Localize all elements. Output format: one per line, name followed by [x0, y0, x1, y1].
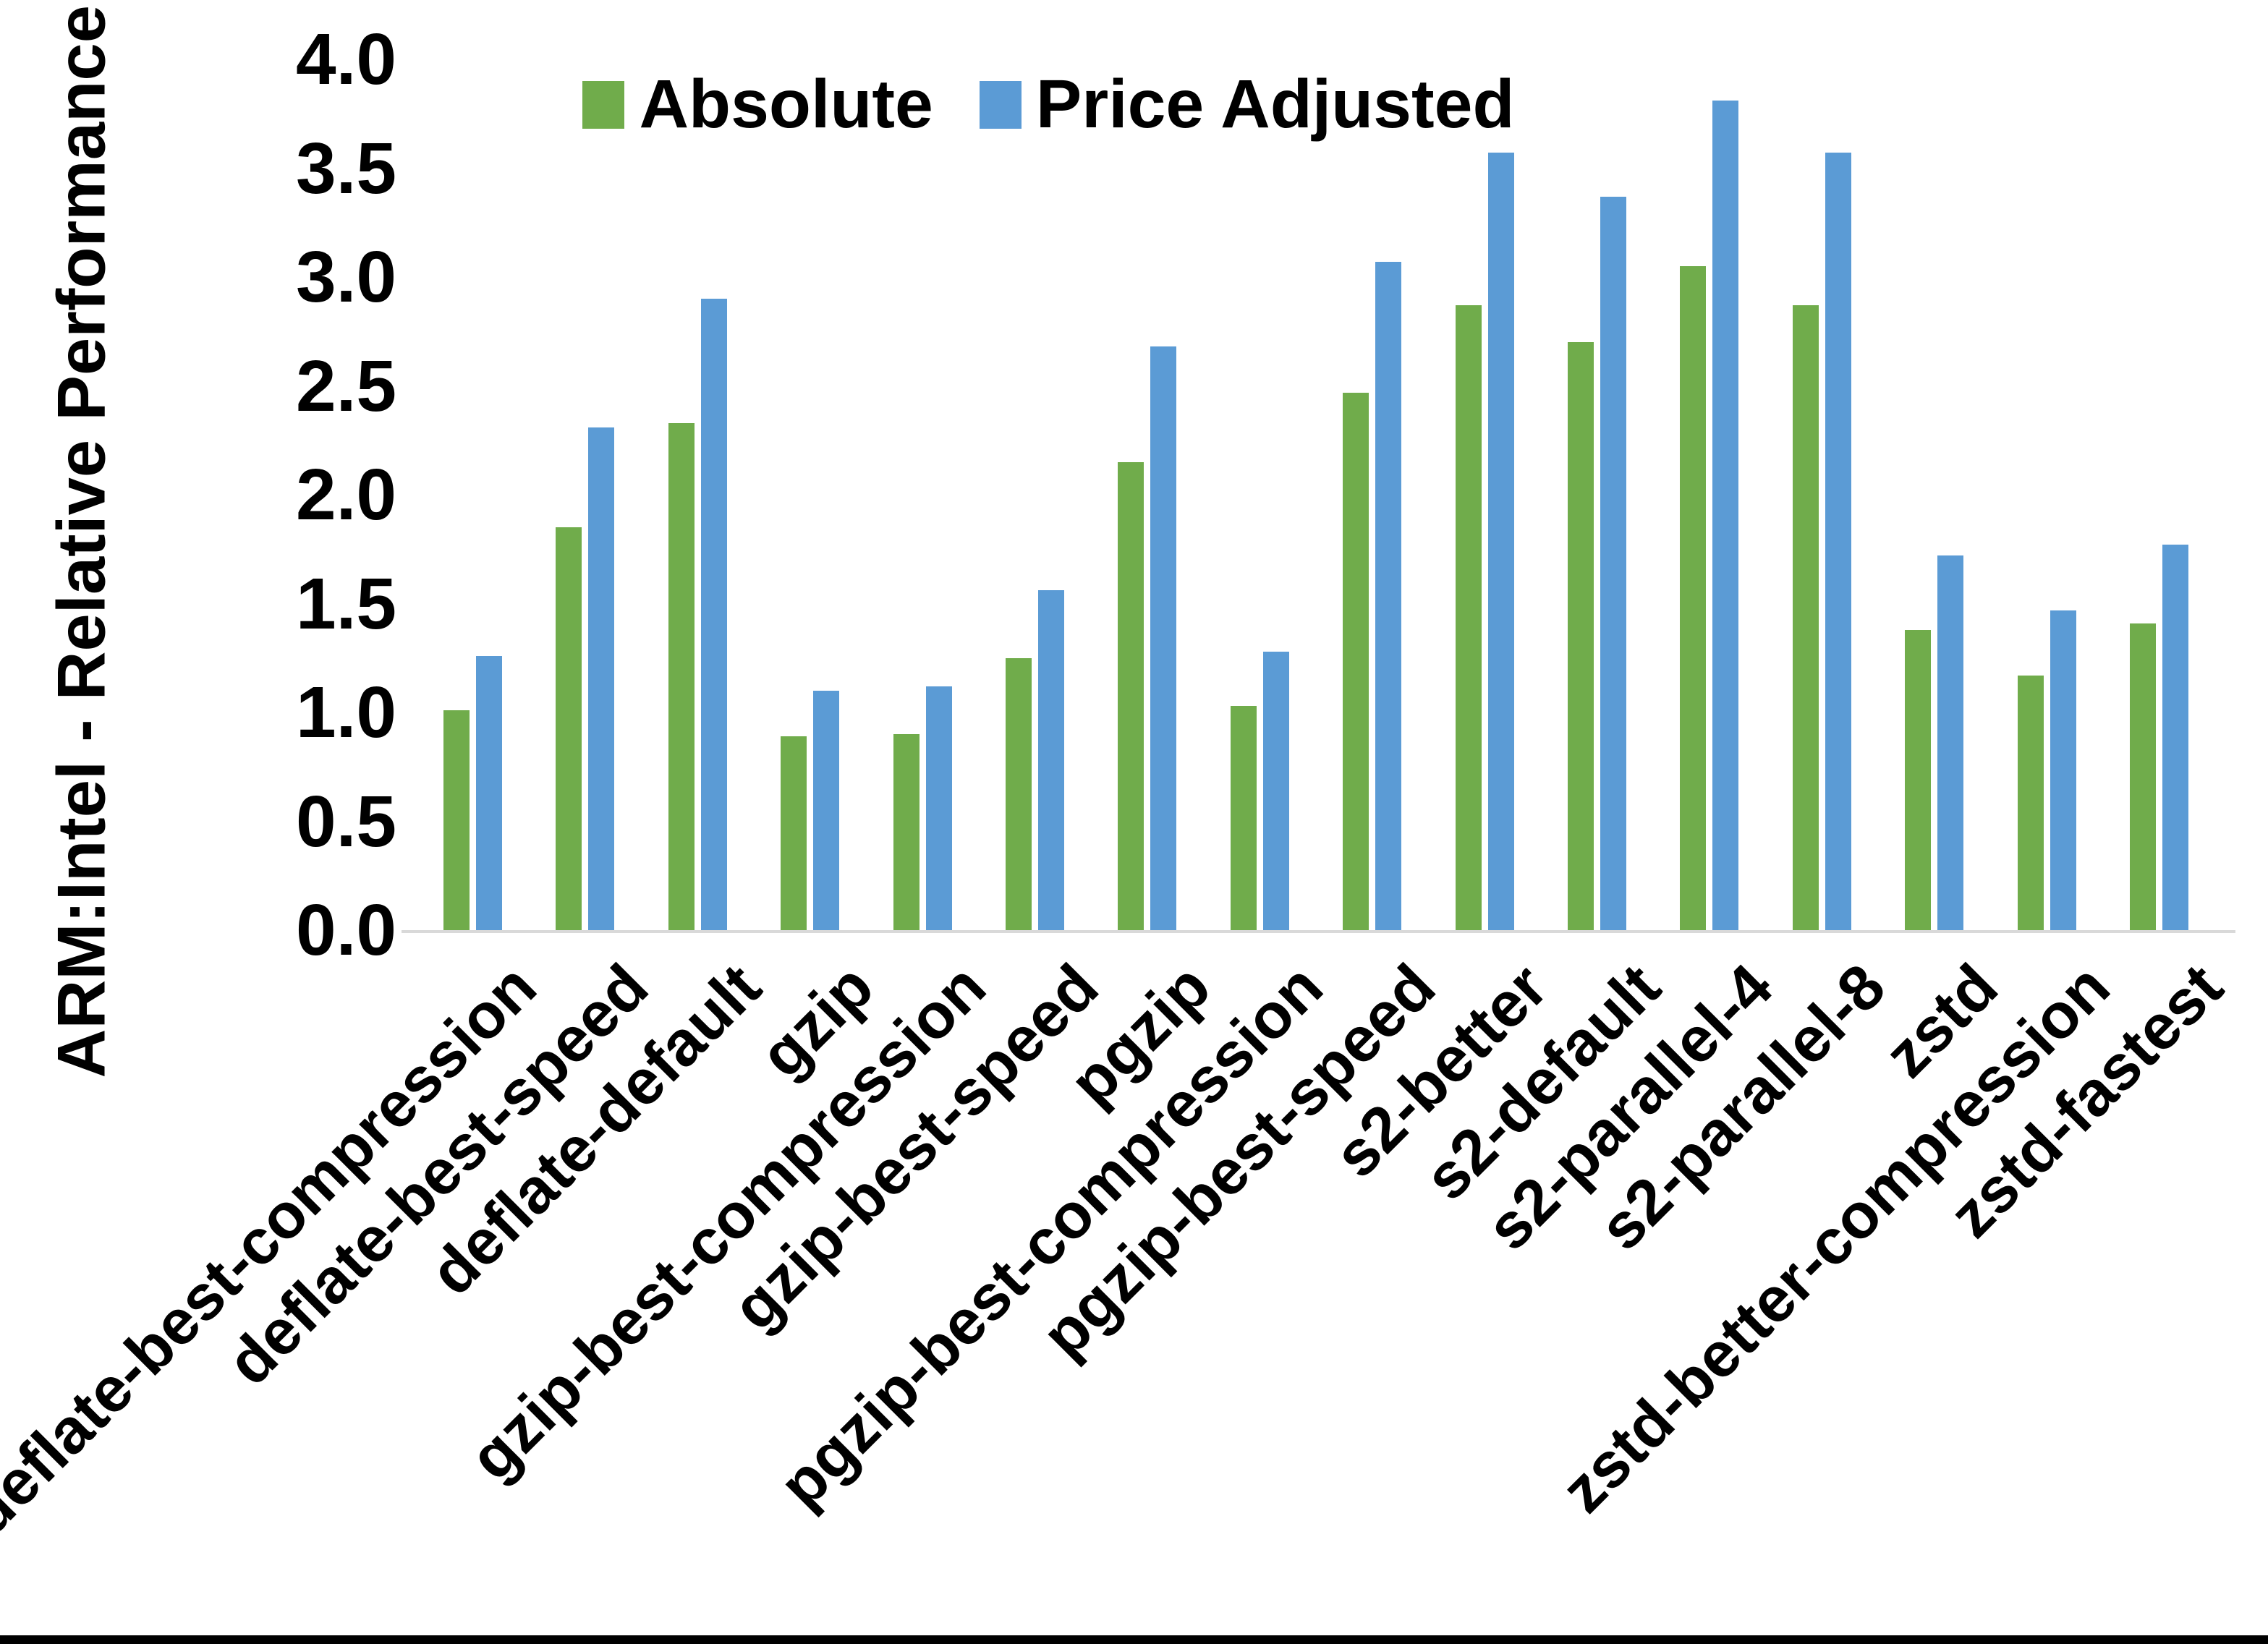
bar-absolute-pgzip-best-speed: [1343, 392, 1369, 930]
legend-swatch-absolute: [582, 80, 625, 129]
bar-price-adjusted-s2-parallel-4: [1712, 101, 1739, 930]
bar-absolute-s2-parallel-4: [1680, 265, 1707, 930]
bar-price-adjusted-s2-better: [1487, 153, 1514, 930]
bar-price-adjusted-deflate-best-compression: [476, 655, 502, 930]
bar-price-adjusted-zstd-fastest: [2162, 545, 2188, 930]
bar-absolute-gzip-best-speed: [1006, 657, 1032, 930]
plot-area: [402, 59, 2235, 933]
y-axis-tick-label: 2.5: [295, 345, 396, 427]
legend-swatch-price-adjusted: [979, 80, 1022, 129]
legend-label-absolute: Absolute: [639, 66, 933, 142]
y-axis-tick-label: 3.0: [295, 237, 396, 318]
legend: Absolute Price Adjusted: [0, 65, 2183, 144]
legend-item-price-adjusted: Price Adjusted: [979, 65, 1515, 144]
bar-price-adjusted-s2-parallel-8: [1825, 153, 1851, 930]
bar-price-adjusted-deflate-best-speed: [588, 427, 615, 930]
y-axis-tick-label: 1.5: [295, 563, 396, 644]
bar-absolute-deflate-default: [668, 422, 695, 930]
bar-absolute-gzip: [781, 736, 807, 930]
y-axis-tick-label: 3.5: [295, 127, 396, 209]
bar-price-adjusted-zstd: [1937, 555, 1964, 930]
bar-price-adjusted-pgzip-best-compression: [1262, 651, 1289, 930]
bottom-border: [0, 1635, 2268, 1644]
bar-price-adjusted-pgzip-best-speed: [1375, 261, 1402, 930]
bar-absolute-zstd-better-compression: [2017, 675, 2044, 930]
bar-price-adjusted-gzip: [813, 690, 840, 930]
y-axis-tick-label: 2.0: [295, 454, 396, 535]
legend-label-price-adjusted: Price Adjusted: [1035, 66, 1515, 142]
bar-price-adjusted-s2-default: [1600, 196, 1626, 930]
bar-price-adjusted-gzip-best-speed: [1038, 590, 1064, 930]
bar-absolute-zstd: [1905, 629, 1932, 930]
y-axis-tick-label: 1.0: [295, 672, 396, 753]
bar-price-adjusted-deflate-default: [700, 299, 727, 930]
y-axis-tick-label: 0.5: [295, 780, 396, 862]
bar-absolute-s2-default: [1568, 342, 1594, 930]
y-axis-tick-label: 0.0: [295, 890, 396, 971]
bar-absolute-pgzip-best-compression: [1230, 705, 1257, 930]
y-axis-tick-label: 4.0: [295, 19, 396, 100]
bar-absolute-s2-parallel-8: [1792, 305, 1819, 930]
bar-absolute-deflate-best-speed: [556, 527, 582, 930]
bar-price-adjusted-zstd-better-compression: [2050, 610, 2076, 930]
bar-absolute-pgzip: [1118, 461, 1144, 930]
y-axis-title: ARM:Intel - Relative Performance: [43, 5, 119, 1078]
bar-absolute-gzip-best-compression: [893, 734, 919, 930]
bar-absolute-zstd-fastest: [2130, 623, 2156, 930]
bar-absolute-s2-better: [1455, 305, 1482, 930]
bar-price-adjusted-gzip-best-compression: [925, 686, 952, 930]
legend-item-absolute: Absolute: [582, 65, 933, 144]
bar-price-adjusted-pgzip: [1150, 346, 1177, 930]
bar-absolute-deflate-best-compression: [443, 710, 470, 930]
